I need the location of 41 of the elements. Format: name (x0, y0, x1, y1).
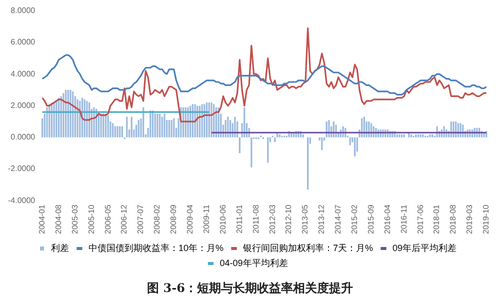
x-tick-label: 2018-08 (448, 204, 458, 234)
x-tick-label: 2005-10 (86, 204, 96, 234)
x-tick-label: 2005-03 (70, 204, 80, 234)
legend-label: 04-09年平均利差 (220, 258, 288, 268)
x-tick-label: 2004-01 (38, 204, 47, 234)
y-tick-label: 8.0000 (10, 6, 36, 16)
x-tick-label: 2013-12 (317, 204, 326, 234)
y-tick-label: 2.0000 (10, 100, 36, 110)
legend-label: 中债国债到期收益率：10年：月% (88, 242, 224, 253)
x-tick-label: 2009-04 (186, 204, 195, 234)
x-tick-label: 2012-03 (268, 204, 277, 234)
x-tick-label: 2019-10 (482, 204, 491, 234)
x-tick-label: 2011-01 (234, 204, 244, 234)
x-tick-label: 2014-07 (334, 204, 343, 234)
y-tick-label: 6.0000 (10, 38, 36, 47)
x-tick-label: 2018-01 (432, 204, 442, 234)
x-tick-label: 2011-08 (251, 204, 260, 234)
x-tick-label: 2010-06 (218, 204, 228, 234)
x-tick-label: 2004-08 (54, 204, 63, 234)
legend-label: 银行间回购加权利率：7天：月% (242, 242, 374, 253)
y-tick-label: 0.0000 (10, 132, 36, 142)
x-tick-label: 2007-07 (136, 204, 146, 234)
legend-label: 利差 (50, 242, 69, 253)
y-tick-label: 4.0000 (10, 69, 36, 78)
text: 图 3-6：短期与长期收益率相关度提升 (146, 280, 354, 297)
x-tick-label: 2006-05 (103, 204, 112, 234)
x-tick-label: 2012-10 (284, 204, 294, 234)
x-tick-label: 2016-04 (382, 204, 392, 234)
x-tick-label: 2008-09 (169, 204, 178, 234)
x-tick-label: 2008-02 (152, 204, 162, 234)
y-tick-label: -2.0000 (8, 164, 36, 174)
x-tick-label: 2015-02 (350, 204, 360, 234)
x-tick-label: 2009-11 (202, 204, 211, 234)
x-tick-label: 2015-09 (366, 204, 376, 234)
x-tick-label: 2017-06 (416, 204, 425, 234)
x-tick-label: 2016-11 (399, 204, 408, 234)
legend-label: 09年后平均利差 (392, 242, 457, 253)
x-tick-label: 2013-05 (300, 204, 310, 234)
x-tick-label: 2006-12 (120, 204, 129, 234)
y-tick-label: -4.0000 (8, 196, 36, 205)
x-tick-label: 2019-03 (465, 204, 474, 234)
